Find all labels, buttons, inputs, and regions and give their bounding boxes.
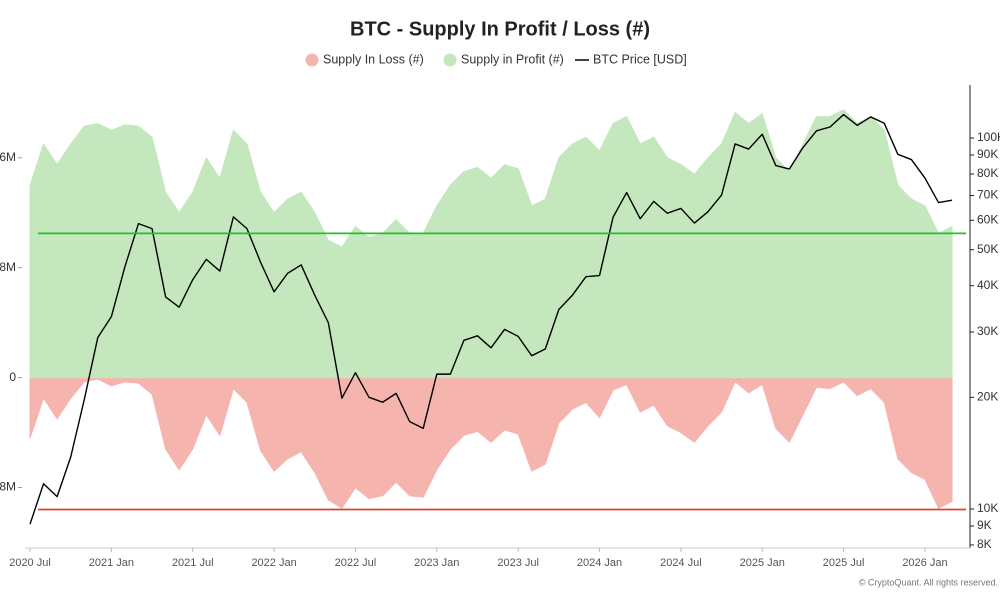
legend-marker [443,53,457,67]
y2-tick-label: 30K [977,324,998,338]
x-tick-label: 2022 Jul [335,557,377,569]
credit: © CryptoQuant. All rights reserved. [859,577,998,587]
x-tick-label: 2024 Jul [660,557,702,569]
y2-tick-label: 8K [977,537,992,551]
x-tick-label: 2020 Jul [9,557,51,569]
y2-tick-label: 80K [977,166,998,180]
legend-label: Supply In Loss (#) [323,52,424,66]
legend-marker [305,53,319,67]
y2-tick-label: 70K [977,188,998,202]
x-tick-label: 2025 Jan [740,557,785,569]
y-tick-label: 0 [9,370,16,384]
y-tick-label: -8M [0,480,16,494]
y2-tick-label: 90K [977,147,998,161]
y2-tick-label: 40K [977,278,998,292]
x-tick-label: 2024 Jan [577,557,622,569]
price-line [29,113,953,525]
y2-tick-label: 50K [977,242,998,256]
y2-tick-label: 10K [977,501,998,515]
lines [29,113,966,525]
x-tick-label: 2021 Jan [89,557,134,569]
areas: CryptoQuant [29,109,953,509]
y2-tick-label: 60K [977,213,998,227]
chart-title: BTC - Supply In Profit / Loss (#) [350,18,650,40]
x-tick-label: 2022 Jan [251,557,296,569]
legend-label: Supply in Profit (#) [461,52,564,66]
x-tick-label: 2026 Jan [902,557,947,569]
y2-tick-label: 9K [977,518,992,532]
x-tick-label: 2021 Jul [172,557,214,569]
y-tick-label: 8M [0,260,16,274]
x-tick-label: 2025 Jul [823,557,865,569]
x-tick-label: 2023 Jul [497,557,539,569]
y2-tick-label: 20K [977,390,998,404]
y-tick-label: 16M [0,150,16,164]
area [29,109,953,379]
area [29,377,953,509]
x-tick-label: 2023 Jan [414,557,459,569]
axes: -8M 0 8M 16M 8K 9K 10K 20K 30K 40K 50K 60K 70K 80K 90K… [0,52,1000,569]
y2-tick-label: 100K [977,130,1000,144]
legend-label: BTC Price [USD] [593,52,687,66]
